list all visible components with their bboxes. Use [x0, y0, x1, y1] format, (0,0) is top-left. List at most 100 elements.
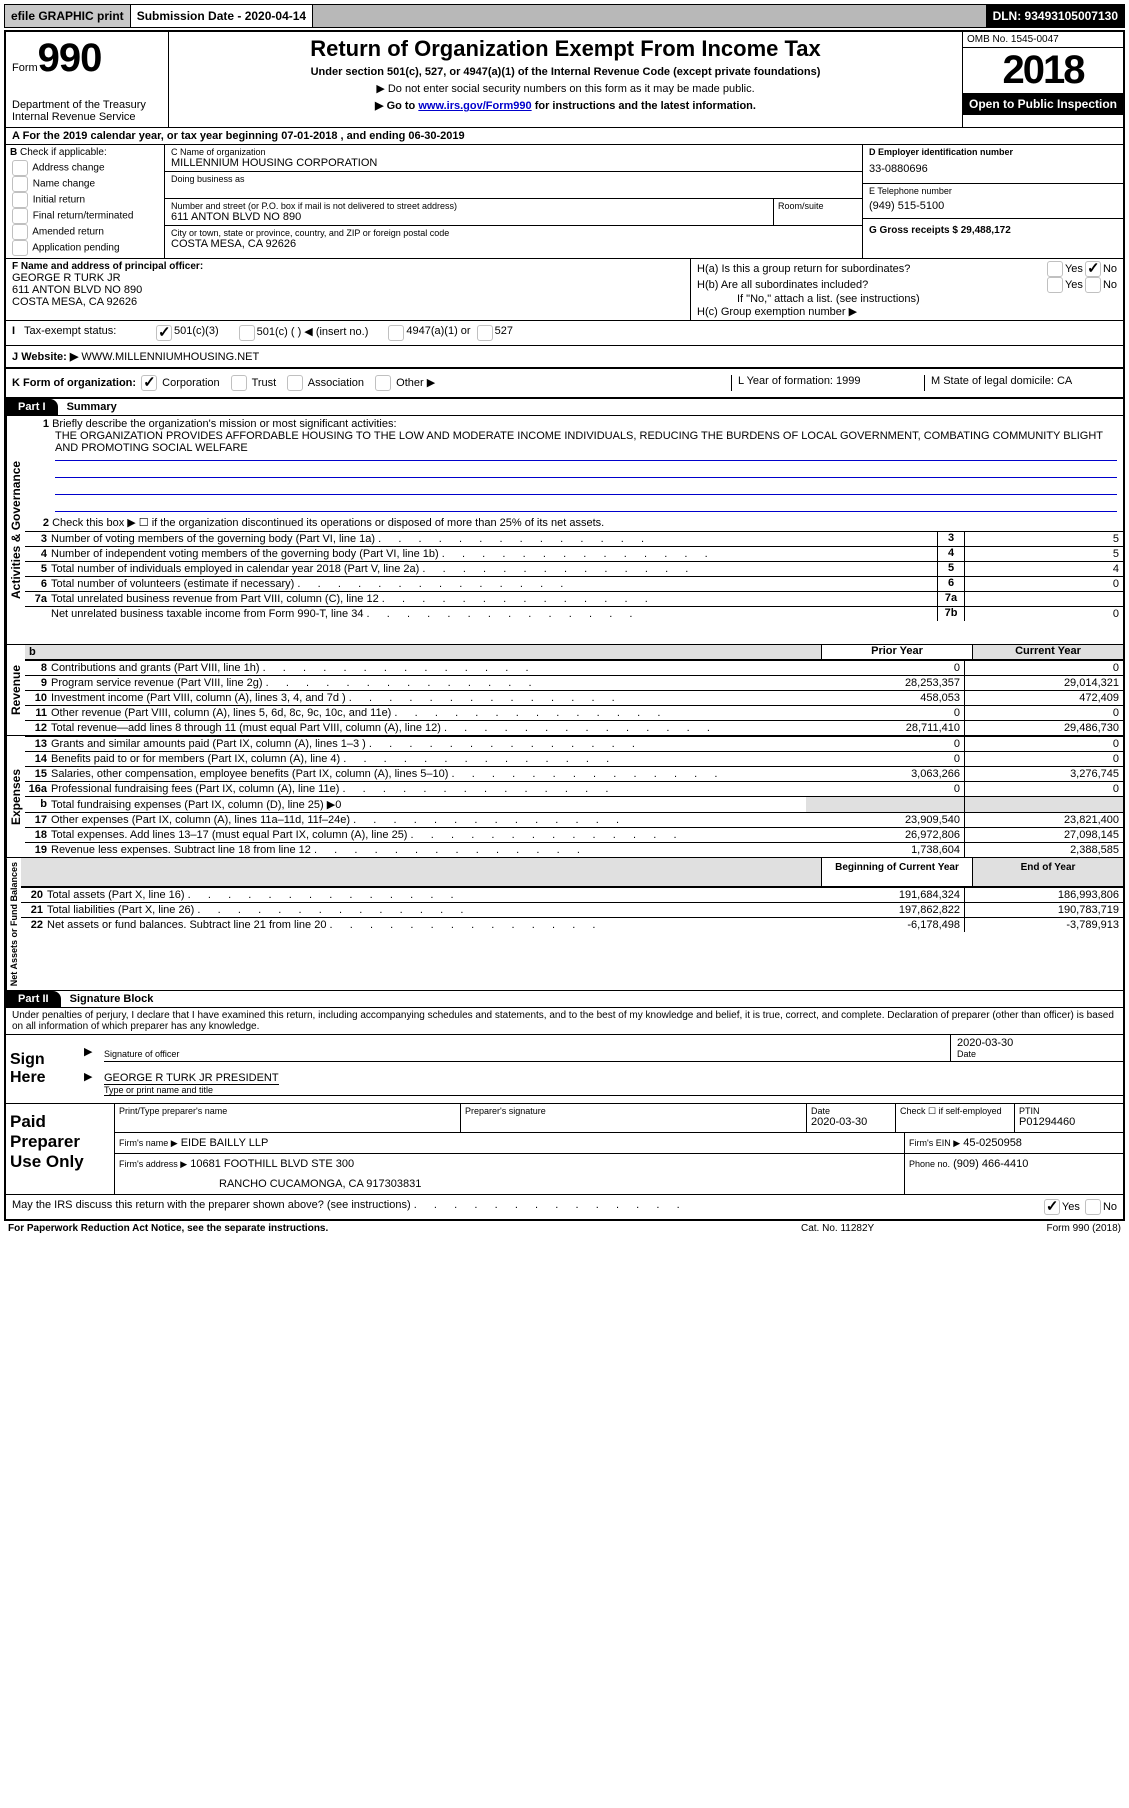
open-public: Open to Public Inspection — [963, 93, 1123, 115]
part1-title: Part I — [6, 399, 58, 415]
head-begin: Beginning of Current Year — [821, 858, 973, 886]
addrchange-checkbox[interactable] — [12, 160, 28, 176]
j-letter: J — [12, 351, 18, 363]
side-expenses: Expenses — [6, 736, 25, 857]
i-letter: I — [12, 325, 24, 341]
head-curr: Current Year — [973, 645, 1123, 659]
page-outer: Form990 Department of the Treasury Inter… — [4, 30, 1125, 1221]
initial-checkbox[interactable] — [12, 192, 28, 208]
trust-checkbox[interactable] — [231, 375, 247, 391]
other-label: Other ▶ — [396, 377, 435, 389]
org-city: COSTA MESA, CA 92626 — [171, 238, 856, 250]
other-checkbox[interactable] — [375, 375, 391, 391]
money-row: 20 Total assets (Part X, line 16) 191,68… — [21, 887, 1123, 902]
calendar-line: A For the 2019 calendar year, or tax yea… — [6, 128, 1123, 144]
initial-label: Initial return — [33, 195, 85, 206]
k-label: K Form of organization: — [12, 377, 136, 389]
form-label: Form — [12, 62, 38, 74]
tax-year: 2018 — [963, 48, 1123, 93]
org-tel: (949) 515-5100 — [869, 196, 1117, 216]
dept-label: Department of the Treasury Internal Reve… — [12, 99, 162, 123]
501c3-label: 501(c)(3) — [174, 325, 219, 341]
4947-checkbox[interactable] — [388, 325, 404, 341]
money-row: 10 Investment income (Part VIII, column … — [25, 690, 1123, 705]
hb-no-checkbox[interactable] — [1085, 277, 1101, 293]
firm-phone-l: Phone no. — [909, 1159, 950, 1169]
ha-label: H(a) Is this a group return for subordin… — [697, 263, 1045, 275]
omb-label: OMB No. 1545-0047 — [963, 32, 1123, 48]
part1-header: Part I Summary — [6, 399, 1123, 415]
title-cell: Return of Organization Exempt From Incom… — [169, 32, 963, 127]
col-sig: Preparer's signature — [465, 1106, 802, 1116]
pending-checkbox[interactable] — [12, 240, 28, 256]
tax-exempt-row: I Tax-exempt status: 501(c)(3) 501(c) ( … — [6, 321, 1123, 345]
final-checkbox[interactable] — [12, 208, 28, 224]
money-row: 17 Other expenses (Part IX, column (A), … — [25, 812, 1123, 827]
firm-addr2: RANCHO CUCAMONGA, CA 917303831 — [119, 1170, 900, 1190]
header-spacer — [313, 5, 986, 27]
ha-no: No — [1103, 263, 1117, 275]
money-row: 19 Revenue less expenses. Subtract line … — [25, 842, 1123, 857]
corp-label: Corporation — [162, 377, 219, 389]
sig-label: Signature of officer — [104, 1049, 950, 1059]
addr-label: Number and street (or P.O. box if mail i… — [171, 201, 767, 211]
firm-ein: 45-0250958 — [963, 1137, 1022, 1149]
527-checkbox[interactable] — [477, 325, 493, 341]
summary-row: Net unrelated business taxable income fr… — [25, 606, 1123, 621]
p-date: 2020-03-30 — [811, 1116, 891, 1128]
summary-row: 4 Number of independent voting members o… — [25, 546, 1123, 561]
org-block: C Name of organization MILLENNIUM HOUSIN… — [165, 145, 862, 258]
money-row: 18 Total expenses. Add lines 13–17 (must… — [25, 827, 1123, 842]
amended-checkbox[interactable] — [12, 224, 28, 240]
website-row: J Website: ▶ WWW.MILLENNIUMHOUSING.NET — [6, 346, 1123, 367]
hc-label: H(c) Group exemption number ▶ — [697, 305, 1117, 318]
ein-block: D Employer identification number 33-0880… — [862, 145, 1123, 258]
summary-row: 6 Total number of volunteers (estimate i… — [25, 576, 1123, 591]
hb-no: No — [1103, 279, 1117, 291]
officer-label: F Name and address of principal officer: — [12, 261, 203, 272]
money-row: 16a Professional fundraising fees (Part … — [25, 781, 1123, 796]
firm-name: EIDE BAILLY LLP — [181, 1137, 269, 1149]
discuss-yes-checkbox[interactable] — [1044, 1199, 1060, 1215]
assoc-checkbox[interactable] — [287, 375, 303, 391]
hb-yes: Yes — [1065, 279, 1083, 291]
website-label: Website: ▶ — [21, 351, 78, 363]
efile-label[interactable]: efile GRAPHIC print — [5, 5, 131, 27]
l-cell: L Year of formation: 1999 — [731, 375, 924, 391]
form-id-cell: Form990 Department of the Treasury Inter… — [6, 32, 169, 127]
final-label: Final return/terminated — [33, 211, 134, 222]
discuss: May the IRS discuss this return with the… — [12, 1199, 411, 1211]
head-prior: Prior Year — [821, 645, 973, 659]
ha-no-checkbox[interactable] — [1085, 261, 1101, 277]
ptin: P01294460 — [1019, 1116, 1119, 1128]
instructions-link[interactable]: www.irs.gov/Form990 — [418, 100, 531, 112]
note2: ▶ Go to www.irs.gov/Form990 for instruct… — [179, 99, 952, 112]
k-row: K Form of organization: Corporation Trus… — [12, 375, 731, 391]
501c3-checkbox[interactable] — [156, 325, 172, 341]
q1-block: 1 Briefly describe the organization's mi… — [25, 416, 1123, 456]
discuss-no-checkbox[interactable] — [1085, 1199, 1101, 1215]
head-end: End of Year — [973, 858, 1123, 886]
501c-checkbox[interactable] — [239, 325, 255, 341]
side-revenue: Revenue — [6, 645, 25, 735]
form-subtitle: Under section 501(c), 527, or 4947(a)(1)… — [179, 66, 952, 78]
namechange-label: Name change — [33, 179, 95, 190]
col-check: Check ☐ if self-employed — [896, 1104, 1015, 1132]
corp-checkbox[interactable] — [141, 375, 157, 391]
namechange-checkbox[interactable] — [12, 176, 28, 192]
cat-no: Cat. No. 11282Y — [801, 1223, 981, 1234]
officer-name: GEORGE R TURK JR — [12, 272, 684, 284]
firm-ein-l: Firm's EIN ▶ — [909, 1138, 960, 1148]
ha-yes-checkbox[interactable] — [1047, 261, 1063, 277]
note1: ▶ Do not enter social security numbers o… — [179, 82, 952, 95]
discuss-yes: Yes — [1062, 1201, 1080, 1213]
money-row: 9 Program service revenue (Part VIII, li… — [25, 675, 1123, 690]
summary-row: 5 Total number of individuals employed i… — [25, 561, 1123, 576]
part2-sub: Signature Block — [70, 993, 154, 1005]
q2-text: Check this box ▶ ☐ if the organization d… — [52, 517, 604, 529]
hb-yes-checkbox[interactable] — [1047, 277, 1063, 293]
year-cell: OMB No. 1545-0047 2018 Open to Public In… — [963, 32, 1123, 127]
money-row: 13 Grants and similar amounts paid (Part… — [25, 736, 1123, 751]
side-activities: Activities & Governance — [6, 416, 25, 644]
money-row: 14 Benefits paid to or for members (Part… — [25, 751, 1123, 766]
